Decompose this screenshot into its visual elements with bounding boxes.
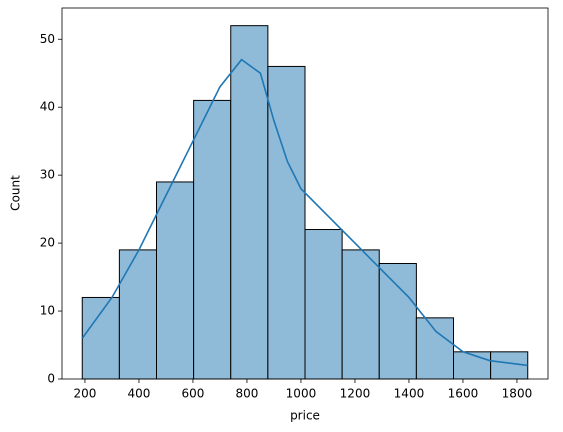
bar (81, 296, 120, 380)
x-tick-label: 1000 (286, 387, 317, 401)
y-tick-label: 40 (40, 100, 55, 114)
y-tick-label: 10 (40, 304, 55, 318)
plot-frame (61, 7, 549, 380)
x-tick-label: 600 (181, 387, 204, 401)
x-tick-label: 200 (73, 387, 96, 401)
x-tick-label: 1400 (394, 387, 425, 401)
y-tick-label: 50 (40, 32, 55, 46)
x-tick-label: 800 (235, 387, 258, 401)
y-tick-label: 0 (47, 372, 55, 386)
kde-line (81, 58, 528, 367)
x-tick-label: 1200 (340, 387, 371, 401)
bar (415, 317, 454, 380)
bar (230, 25, 269, 380)
x-axis-label: price (290, 409, 320, 423)
bar (193, 99, 232, 380)
bar (341, 249, 380, 380)
y-tick-label: 30 (40, 168, 55, 182)
bar (118, 249, 157, 380)
x-tick-label: 1800 (502, 387, 533, 401)
bar (304, 229, 343, 380)
y-axis-label: Count (9, 175, 23, 211)
bar (156, 181, 195, 380)
y-tick-label: 20 (40, 236, 55, 250)
bar (378, 262, 417, 380)
x-tick-label: 400 (127, 387, 150, 401)
x-tick-label: 1600 (448, 387, 479, 401)
bar (453, 351, 492, 380)
bar (267, 65, 306, 380)
